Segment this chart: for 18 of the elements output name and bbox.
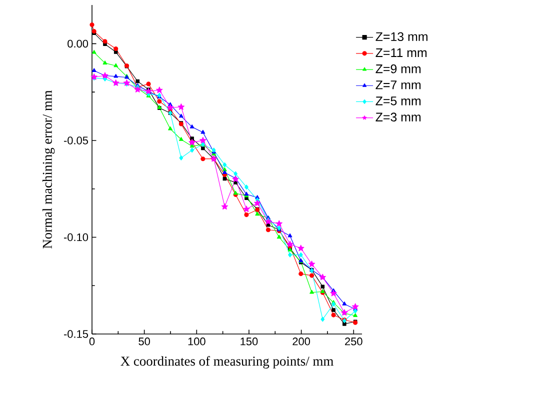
legend-label: Z=5 mm (376, 96, 421, 106)
legend-label: Z=9 mm (376, 64, 421, 74)
y-tick-label: -0.05 (64, 136, 88, 144)
x-axis-title: X coordinates of measuring points/ mm (120, 356, 334, 368)
x-tick-label: 0 (89, 338, 95, 346)
legend-label: Z=13 mm (376, 32, 428, 42)
y-tick-label: -0.15 (64, 330, 88, 338)
legend-label: Z=3 mm (376, 112, 421, 122)
legend-label: Z=7 mm (376, 80, 421, 90)
x-tick-label: 250 (345, 338, 362, 346)
x-tick-label: 150 (240, 338, 258, 346)
x-tick-label: 200 (292, 338, 310, 346)
x-tick-label: 100 (188, 338, 206, 346)
y-tick-label: 0.00 (68, 40, 88, 48)
legend-label: Z=11 mm (376, 48, 427, 57)
y-axis-title: Normal machining error/ mm (42, 90, 55, 248)
y-tick-label: -0.10 (64, 233, 88, 242)
x-tick-label: 50 (138, 338, 150, 346)
